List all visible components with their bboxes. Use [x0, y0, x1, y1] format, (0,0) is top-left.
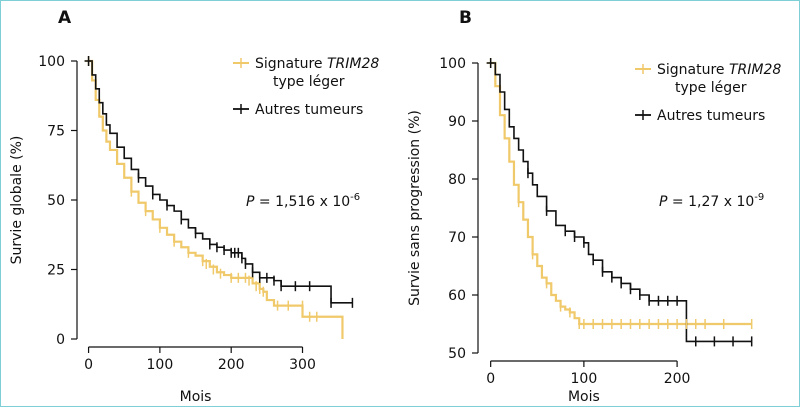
y-axis-label: Survie sans progression (%) — [407, 110, 423, 306]
x-tick-label: 0 — [486, 371, 495, 387]
panel-letter: A — [58, 8, 72, 28]
y-axis-label: Survie globale (%) — [9, 136, 25, 265]
x-axis-label: Mois — [180, 389, 212, 405]
survival-curve-others — [88, 60, 353, 304]
survival-curve-signature — [490, 61, 752, 326]
x-axis-label: Mois — [568, 389, 600, 405]
y-tick-label: 100 — [439, 56, 466, 72]
legend-label-others: Autres tumeurs — [657, 108, 765, 124]
legend-label-signature: Signature TRIM28 — [657, 62, 781, 78]
legend: Signature TRIM28 type léger Autres tumeurs — [635, 62, 781, 124]
legend: Signature TRIM28 type léger Autres tumeurs — [233, 56, 379, 118]
legend-label-signature: Signature TRIM28 — [255, 56, 379, 72]
x-tick-label: 0 — [84, 357, 93, 373]
censor-mark — [84, 56, 93, 66]
x-tick-label: 100 — [571, 371, 598, 387]
y-tick-label: 75 — [47, 124, 65, 140]
x-tick-label: 300 — [289, 357, 316, 373]
x-tick-label: 200 — [218, 357, 245, 373]
x-tick-label: 100 — [147, 357, 174, 373]
censor-mark — [486, 58, 495, 68]
legend-label-signature-line2: type léger — [273, 74, 345, 90]
chart-panel-a: A 0 100 200 300 0 25 50 75 100 Mois Survie globale … — [9, 8, 379, 405]
p-value-annotation: P = 1,516 x 10-6 — [246, 192, 360, 210]
chart-panel-b: B 0 100 200 50 60 70 80 90 100 Mois Survie sans pro… — [407, 8, 781, 405]
y-tick-label: 50 — [47, 193, 65, 209]
y-tick-label: 0 — [56, 332, 65, 348]
y-tick-label: 70 — [448, 230, 466, 246]
y-tick-label: 25 — [47, 263, 65, 279]
y-tick-label: 100 — [38, 54, 65, 70]
y-tick-label: 90 — [448, 114, 466, 130]
y-tick-label: 60 — [448, 288, 466, 304]
y-tick-label: 80 — [448, 172, 466, 188]
panel-letter: B — [459, 8, 472, 28]
x-tick-label: 200 — [664, 371, 691, 387]
legend-label-others: Autres tumeurs — [255, 102, 363, 118]
legend-label-signature-line2: type léger — [675, 80, 747, 96]
p-value-annotation: P = 1,27 x 10-9 — [659, 192, 764, 210]
survival-curve-others — [490, 62, 752, 343]
y-tick-label: 50 — [448, 346, 466, 362]
